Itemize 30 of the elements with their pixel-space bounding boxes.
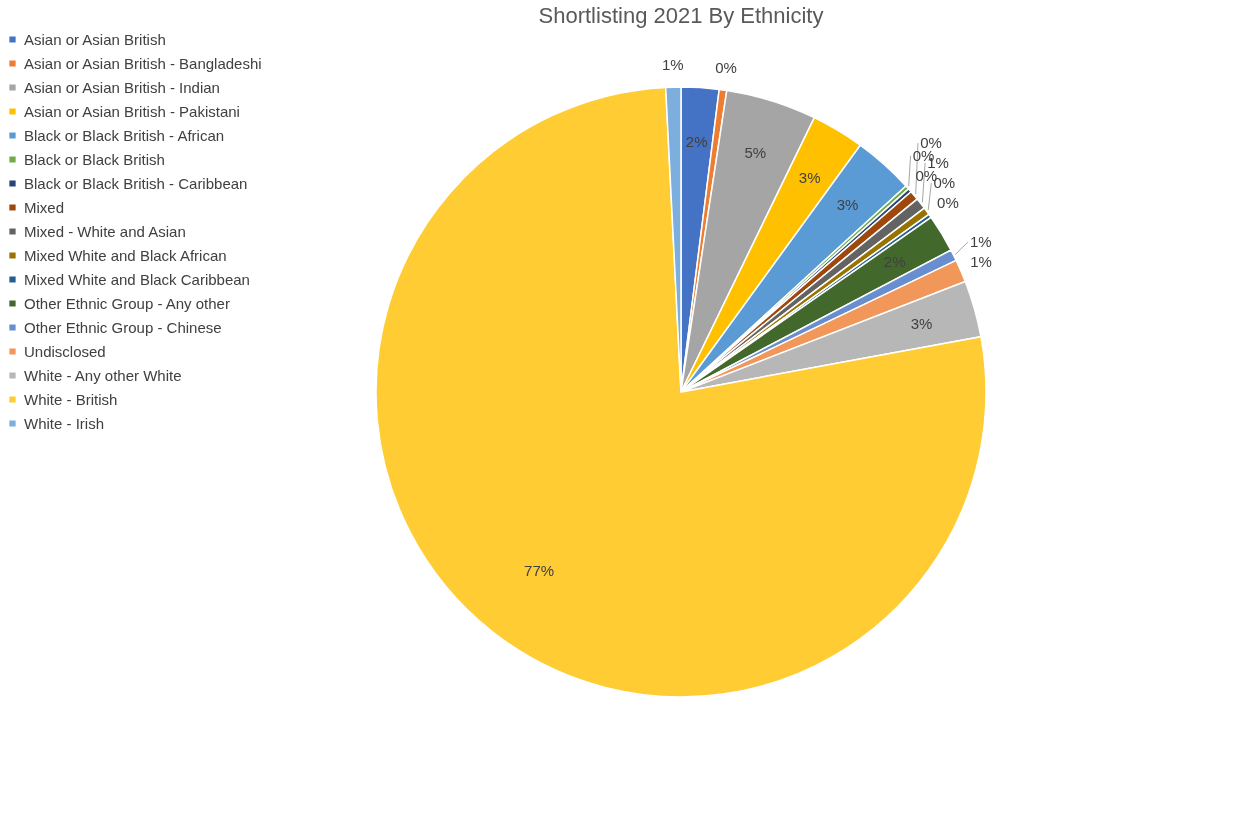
data-label: 0% <box>937 194 959 212</box>
data-label: 3% <box>910 314 933 332</box>
legend-label: Asian or Asian British - Indian <box>24 78 220 96</box>
legend-label: Other Ethnic Group - Chinese <box>24 318 222 336</box>
legend-label: White - British <box>24 390 118 408</box>
data-label: 1% <box>970 253 992 271</box>
data-label: 3% <box>836 196 859 214</box>
data-label: 77% <box>524 562 555 580</box>
legend-label: Black or Black British <box>24 150 165 168</box>
data-label: 1% <box>970 233 992 251</box>
legend-label: Other Ethnic Group - Any other <box>24 294 230 312</box>
legend-label: Mixed <box>24 198 65 216</box>
data-label: 3% <box>798 168 821 186</box>
legend-label: Asian or Asian British - Bangladeshi <box>24 54 262 72</box>
legend-label: White - Irish <box>24 414 105 432</box>
legend-label: White - Any other White <box>24 366 182 384</box>
legend-label: Mixed - White and Asian <box>24 222 186 240</box>
legend-label: Mixed White and Black African <box>24 246 227 264</box>
legend-label: Black or Black British - African <box>24 126 225 144</box>
data-label: 2% <box>685 133 708 151</box>
legend-label: Asian or Asian British <box>24 30 166 48</box>
legend-label: Undisclosed <box>24 342 106 360</box>
legend-label: Mixed White and Black Caribbean <box>24 270 250 288</box>
chart-title: Shortlisting 2021 By Ethnicity <box>538 3 824 28</box>
data-label: 1% <box>661 56 684 74</box>
data-label: 5% <box>744 144 767 162</box>
legend-label: Asian or Asian British - Pakistani <box>24 102 240 120</box>
data-label: 0% <box>920 134 942 152</box>
legend-label: Black or Black British - Caribbean <box>24 174 248 192</box>
data-label: 0% <box>715 59 737 77</box>
